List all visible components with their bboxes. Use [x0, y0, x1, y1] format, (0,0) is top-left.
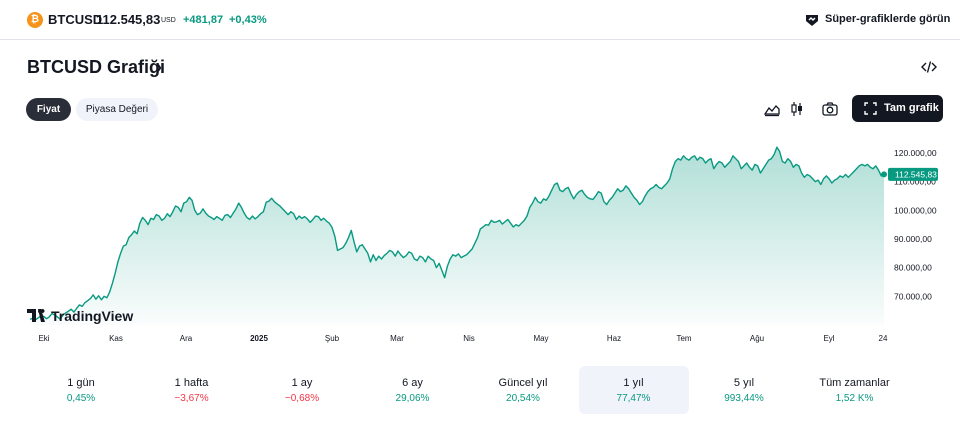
- price-area-fill: [30, 147, 884, 325]
- x-tick-label: Eki: [38, 334, 49, 343]
- x-tick-label: Kas: [109, 334, 123, 343]
- price-series-line: [29, 146, 885, 321]
- supercharts-icon[interactable]: [804, 12, 820, 28]
- tradingview-logo-text: TradingView: [51, 308, 133, 324]
- camera-icon[interactable]: [822, 101, 838, 117]
- symbol-name[interactable]: BTCUSD: [48, 12, 103, 27]
- period-change: 993,44%: [724, 393, 764, 404]
- x-tick-label: Haz: [607, 334, 621, 343]
- period-label: Tüm zamanlar: [819, 377, 890, 389]
- performance-periods: 1 gün 0,45% 1 hafta −3,67% 1 ay −0,68% 6 ay 29,…: [0, 366, 960, 416]
- y-tick-label: 100.000,00: [894, 205, 937, 215]
- last-price-tag-label: 112.545,83: [895, 169, 937, 179]
- x-tick-label: Mar: [390, 334, 404, 343]
- period-change: −3,67%: [174, 393, 209, 404]
- period-2[interactable]: 1 ay −0,68%: [247, 366, 357, 414]
- period-0[interactable]: 1 gün 0,45%: [26, 366, 136, 414]
- fullscreen-label: Tam grafik: [884, 102, 939, 114]
- period-label: 5 yıl: [733, 377, 755, 389]
- y-tick-label: 70.000,00: [894, 291, 932, 301]
- period-change: 20,54%: [506, 393, 540, 404]
- x-tick-label: Eyl: [823, 334, 834, 343]
- bitcoin-icon: ₿: [27, 12, 43, 28]
- period-label: 1 ay: [291, 377, 313, 389]
- period-change: 77,47%: [616, 393, 651, 404]
- period-5[interactable]: 1 yıl 77,47%: [578, 366, 689, 414]
- fullscreen-chart-button[interactable]: Tam grafik: [852, 95, 943, 122]
- x-tick-label: Ağu: [750, 334, 764, 343]
- period-change: 0,45%: [66, 393, 96, 404]
- area-chart-icon[interactable]: [764, 101, 780, 117]
- x-tick-label: May: [533, 334, 548, 343]
- period-7[interactable]: Tüm zamanlar 1,52 K%: [800, 366, 910, 414]
- period-label: 1 hafta: [174, 377, 209, 389]
- x-tick-label: 2025: [250, 334, 268, 343]
- y-tick-label: 80.000,00: [894, 263, 932, 273]
- tradingview-logo[interactable]: TradingView: [27, 308, 133, 324]
- x-tick-label: Şub: [325, 334, 340, 343]
- period-label: 6 ay: [402, 377, 423, 389]
- x-tick-label: Nis: [463, 334, 475, 343]
- tab-market-cap[interactable]: Piyasa Değeri: [76, 98, 158, 121]
- price-change-percent: +0,43%: [229, 14, 267, 26]
- page-title[interactable]: BTCUSD Grafiği: [27, 57, 166, 77]
- period-4[interactable]: Güncel yıl 20,54%: [468, 366, 578, 414]
- x-tick-label: 24: [879, 334, 888, 343]
- currency-label: USD: [161, 17, 176, 24]
- chevron-right-icon[interactable]: ›: [156, 57, 162, 77]
- candlestick-icon[interactable]: [789, 101, 805, 117]
- period-1[interactable]: 1 hafta −3,67%: [137, 366, 247, 414]
- price-change: +481,87: [183, 14, 224, 26]
- period-label: 1 gün: [67, 377, 95, 389]
- period-change: 29,06%: [395, 393, 430, 404]
- last-price-tag: [888, 167, 938, 181]
- period-6[interactable]: 5 yıl 993,44%: [689, 366, 799, 414]
- fullscreen-icon: [864, 102, 877, 115]
- embed-code-icon[interactable]: [921, 60, 937, 74]
- y-tick-label: 90.000,00: [894, 234, 932, 244]
- last-price: 112.545,83: [96, 12, 161, 27]
- y-tick-label: 120.000,00: [894, 148, 937, 158]
- period-label: 1 yıl: [623, 377, 644, 389]
- price-chart[interactable]: 120.000,00 110.000,00 100.000,00 90.000,00 8…: [0, 130, 960, 350]
- period-label: Güncel yıl: [498, 377, 548, 389]
- last-price-dot: [881, 171, 887, 178]
- x-tick-label: Ara: [180, 334, 193, 343]
- top-bar: ₿ BTCUSD 112.545,83 USD +481,87 +0,43% S…: [0, 0, 960, 40]
- period-change: −0,68%: [284, 393, 320, 404]
- y-tick-label: 110.000,00: [894, 177, 936, 187]
- x-tick-label: Tem: [676, 334, 691, 343]
- period-change: 1,52 K%: [835, 393, 874, 404]
- period-3[interactable]: 6 ay 29,06%: [358, 366, 468, 414]
- tab-price[interactable]: Fiyat: [26, 98, 71, 121]
- supercharts-link[interactable]: Süper-grafiklerde görün: [825, 13, 951, 25]
